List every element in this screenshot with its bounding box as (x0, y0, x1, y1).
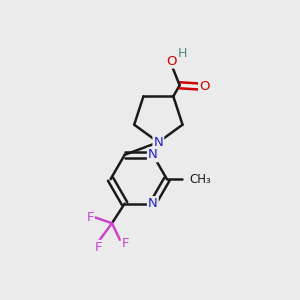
Text: N: N (154, 136, 163, 149)
Text: H: H (178, 47, 187, 60)
Text: N: N (148, 197, 158, 210)
Text: O: O (199, 80, 210, 93)
Text: F: F (86, 211, 94, 224)
Text: CH₃: CH₃ (189, 173, 211, 186)
Text: F: F (94, 241, 102, 254)
Text: F: F (122, 237, 129, 250)
Text: N: N (148, 148, 158, 161)
Text: O: O (166, 55, 177, 68)
